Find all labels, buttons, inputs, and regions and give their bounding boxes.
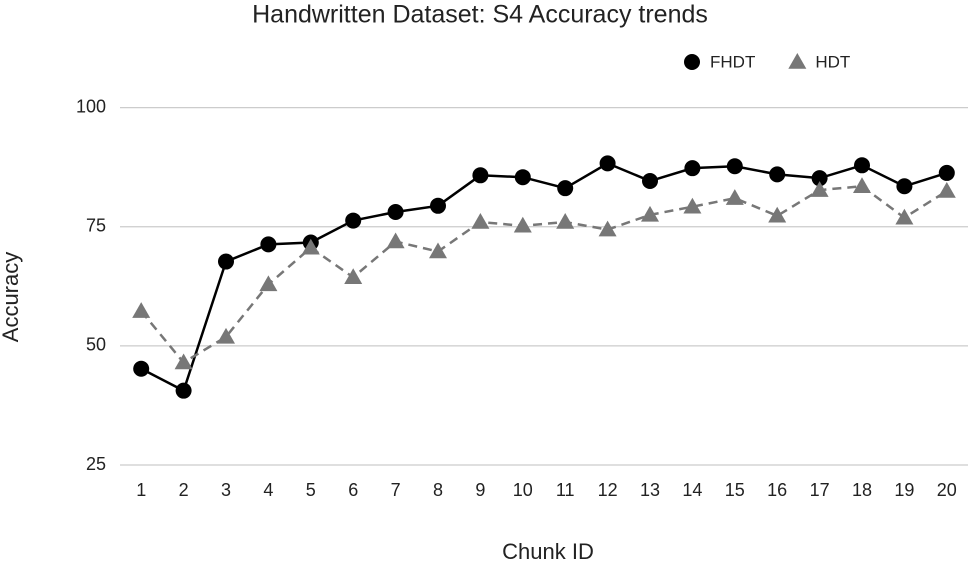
marker <box>175 382 192 399</box>
x-tick-label: 5 <box>306 480 316 500</box>
x-tick-label: 10 <box>513 480 533 500</box>
legend-marker <box>684 54 700 70</box>
marker <box>725 189 744 205</box>
x-tick-label: 15 <box>725 480 745 500</box>
x-tick-label: 9 <box>475 480 485 500</box>
y-tick-label: 50 <box>86 335 106 355</box>
marker <box>471 213 490 229</box>
marker <box>895 208 914 225</box>
marker <box>683 197 702 214</box>
marker <box>684 160 701 177</box>
marker <box>301 238 320 255</box>
marker <box>726 158 743 175</box>
marker <box>641 205 659 222</box>
x-tick-label: 3 <box>221 480 231 500</box>
marker <box>769 166 786 183</box>
marker <box>810 181 829 197</box>
x-tick-label: 11 <box>556 480 575 500</box>
marker <box>514 169 531 186</box>
x-tick-label: 16 <box>767 480 787 500</box>
marker <box>345 212 362 229</box>
marker <box>557 180 574 197</box>
marker <box>768 206 787 223</box>
marker <box>811 170 828 187</box>
marker <box>642 173 658 190</box>
x-tick-label: 18 <box>852 480 872 500</box>
marker <box>386 232 405 249</box>
marker <box>556 213 575 229</box>
marker <box>938 164 955 181</box>
legend-marker <box>788 53 807 69</box>
y-tick-label: 100 <box>76 96 106 116</box>
marker <box>598 220 617 237</box>
x-tick-label: 1 <box>136 480 146 500</box>
x-tick-label: 14 <box>682 480 702 500</box>
marker <box>174 353 193 370</box>
x-tick-label: 6 <box>348 480 358 500</box>
marker <box>132 302 151 318</box>
series-line <box>140 162 948 393</box>
y-tick-label: 75 <box>86 216 106 236</box>
marker <box>599 155 616 172</box>
x-tick-label: 13 <box>640 480 660 500</box>
x-tick-label: 8 <box>433 480 443 500</box>
marker <box>218 253 234 270</box>
x-tick-label: 4 <box>263 480 273 500</box>
marker <box>133 360 150 377</box>
chart-title: Handwritten Dataset: S4 Accuracy trends <box>252 1 708 29</box>
x-tick-label: 17 <box>810 480 830 500</box>
marker <box>896 178 913 195</box>
marker <box>344 268 363 285</box>
x-tick-label: 20 <box>937 480 957 500</box>
marker <box>429 242 447 259</box>
x-tick-label: 2 <box>179 480 189 500</box>
x-tick-label: 12 <box>598 480 618 500</box>
marker <box>472 167 489 184</box>
marker <box>937 182 956 198</box>
series-line <box>140 184 948 365</box>
marker <box>387 203 404 220</box>
x-tick-label: 19 <box>894 480 914 500</box>
marker <box>513 216 532 233</box>
marker <box>260 236 277 253</box>
marker <box>259 275 278 292</box>
x-tick-label: 7 <box>391 480 401 500</box>
marker <box>217 327 235 344</box>
y-tick-label: 25 <box>86 454 106 474</box>
legend-label: HDT <box>815 52 850 71</box>
marker <box>853 177 871 194</box>
legend-label: FHDT <box>710 52 755 71</box>
y-axis-label: Accuracy <box>0 252 23 342</box>
marker <box>854 157 870 174</box>
marker <box>430 197 446 214</box>
x-axis-label: Chunk ID <box>502 539 594 564</box>
